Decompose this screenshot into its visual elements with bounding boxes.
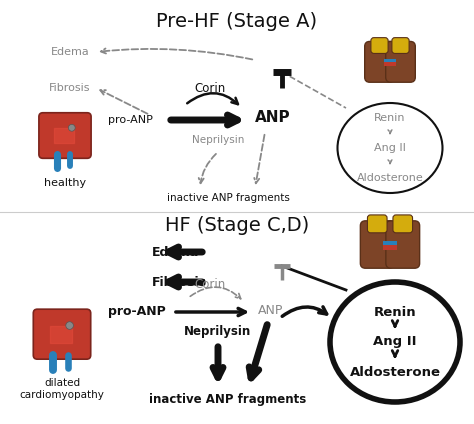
Text: ANP: ANP	[258, 304, 283, 316]
Text: Edema: Edema	[51, 47, 90, 57]
FancyBboxPatch shape	[365, 42, 394, 82]
Ellipse shape	[330, 282, 460, 402]
Text: HF (Stage C,D): HF (Stage C,D)	[165, 216, 309, 235]
FancyBboxPatch shape	[367, 215, 387, 233]
FancyBboxPatch shape	[392, 38, 409, 53]
Text: dilated
cardiomyopathy: dilated cardiomyopathy	[19, 378, 104, 400]
Text: Neprilysin: Neprilysin	[192, 135, 244, 145]
FancyBboxPatch shape	[386, 221, 419, 268]
FancyBboxPatch shape	[384, 62, 396, 66]
Text: Aldosterone: Aldosterone	[349, 365, 440, 379]
Text: Neprilysin: Neprilysin	[184, 326, 252, 338]
Text: Pre-HF (Stage A): Pre-HF (Stage A)	[156, 12, 318, 31]
Text: Renin: Renin	[374, 113, 406, 123]
FancyBboxPatch shape	[384, 59, 396, 62]
FancyBboxPatch shape	[39, 113, 91, 158]
Text: healthy: healthy	[44, 178, 86, 188]
Text: inactive ANP fragments: inactive ANP fragments	[166, 193, 290, 203]
Text: Corin: Corin	[194, 279, 226, 292]
Text: Renin: Renin	[374, 306, 416, 318]
Text: Fibrosis: Fibrosis	[48, 83, 90, 93]
Text: Aldosterone: Aldosterone	[356, 173, 423, 183]
Text: ANP: ANP	[255, 111, 291, 126]
Ellipse shape	[337, 103, 443, 193]
FancyBboxPatch shape	[360, 221, 394, 268]
Text: Edema: Edema	[152, 245, 200, 259]
FancyBboxPatch shape	[33, 309, 91, 359]
FancyBboxPatch shape	[386, 42, 415, 82]
Text: pro-ANP: pro-ANP	[108, 115, 153, 125]
Text: Corin: Corin	[194, 81, 226, 95]
FancyBboxPatch shape	[393, 215, 412, 233]
FancyBboxPatch shape	[371, 38, 388, 53]
Text: inactive ANP fragments: inactive ANP fragments	[149, 393, 307, 407]
Text: Ang II: Ang II	[373, 335, 417, 349]
Text: pro-ANP: pro-ANP	[108, 306, 166, 318]
Circle shape	[66, 322, 73, 329]
Circle shape	[68, 124, 75, 131]
FancyBboxPatch shape	[383, 241, 397, 245]
Text: Ang II: Ang II	[374, 143, 406, 153]
Text: Fibrosis: Fibrosis	[152, 276, 207, 288]
FancyBboxPatch shape	[383, 245, 397, 250]
